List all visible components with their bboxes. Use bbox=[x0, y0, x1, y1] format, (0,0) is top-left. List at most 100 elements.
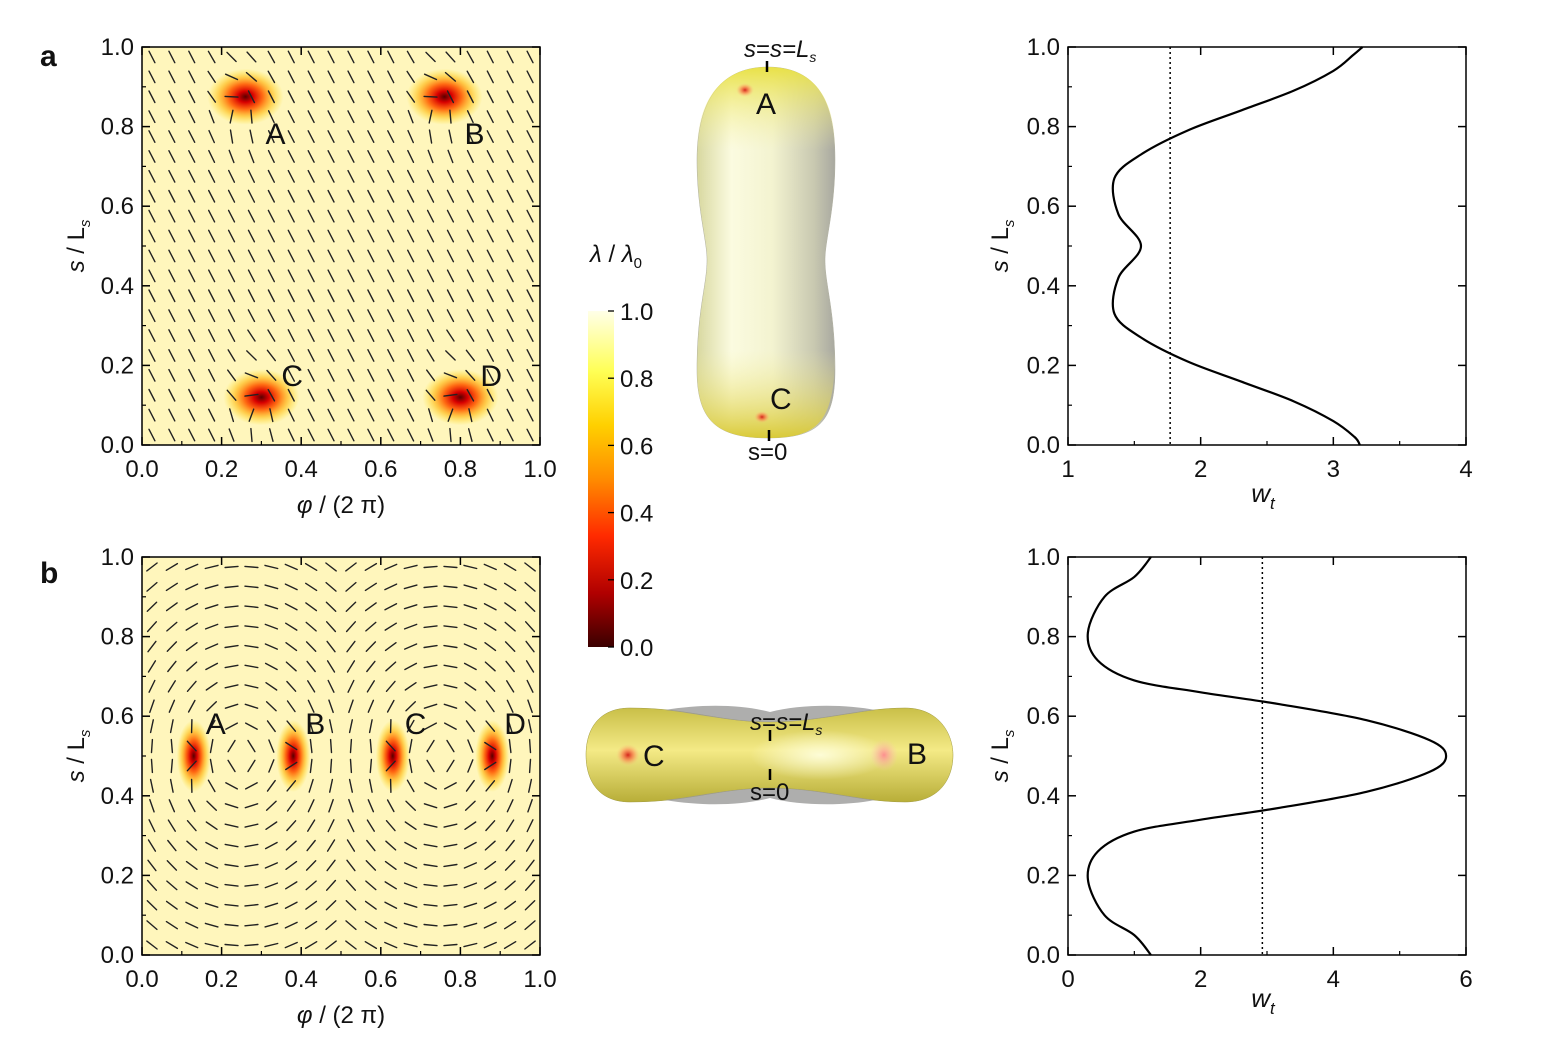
director-segment bbox=[446, 329, 455, 342]
director-segment bbox=[404, 821, 417, 830]
director-segment bbox=[506, 50, 514, 64]
director-segment bbox=[227, 209, 236, 223]
director-segment bbox=[146, 940, 158, 950]
axis-ticks-b: 0.0 0.2 0.4 0.6 0.8 1.0 0.0 0.2 0.4 0.6 0.8 1.0 bbox=[101, 544, 557, 993]
defect-label-b-C: C bbox=[405, 708, 427, 741]
director-segment bbox=[148, 368, 156, 382]
width-plot-b: 0 2 4 6 0.0 0.2 0.4 0.6 0.8 1.0 wt s / Ls bbox=[987, 544, 1473, 1018]
director-segment bbox=[486, 408, 494, 422]
director-segment bbox=[168, 149, 176, 163]
director-segment bbox=[387, 329, 395, 342]
director-segment bbox=[369, 738, 373, 754]
director-segment bbox=[227, 229, 236, 243]
director-segment bbox=[227, 249, 236, 263]
director-segment bbox=[307, 349, 315, 362]
director-segment bbox=[185, 901, 199, 909]
director-segment bbox=[486, 209, 494, 223]
director-segment bbox=[264, 564, 279, 570]
director-segment bbox=[244, 585, 259, 589]
director-segment bbox=[506, 169, 514, 183]
director-segment bbox=[486, 169, 494, 183]
defect-label-a-B: B bbox=[464, 118, 484, 151]
director-segment bbox=[327, 309, 335, 323]
director-segment bbox=[524, 900, 536, 911]
director-segment bbox=[247, 189, 256, 203]
director-field-plot-a: 0.0 0.2 0.4 0.6 0.8 1.0 0.0 0.2 0.4 0.6 0.8 1.0 A B C… bbox=[63, 34, 557, 519]
director-segment bbox=[306, 660, 316, 673]
director-segment bbox=[386, 699, 395, 713]
director-segment bbox=[524, 920, 536, 931]
director-segment bbox=[367, 329, 375, 342]
director-segment bbox=[188, 289, 196, 303]
director-segment bbox=[387, 269, 395, 283]
director-segment bbox=[403, 882, 418, 889]
director-segment bbox=[244, 903, 259, 907]
director-segment bbox=[467, 739, 474, 753]
director-segment bbox=[443, 903, 458, 907]
director-segment bbox=[506, 349, 514, 362]
director-segment bbox=[504, 582, 517, 592]
director-segment bbox=[287, 229, 295, 243]
director-segment bbox=[367, 110, 375, 124]
director-segment bbox=[146, 920, 158, 931]
width-b-xtick-label-2: 4 bbox=[1327, 966, 1340, 993]
director-segment bbox=[170, 758, 174, 774]
director-segment bbox=[167, 680, 177, 693]
director-segment bbox=[307, 209, 315, 223]
director-segment bbox=[188, 149, 196, 163]
director-segment bbox=[285, 860, 298, 870]
director-segment bbox=[209, 758, 214, 774]
director-segment bbox=[384, 642, 397, 652]
director-segment bbox=[185, 563, 199, 571]
director-segment bbox=[366, 839, 376, 852]
director-segment bbox=[524, 562, 536, 572]
director-segment bbox=[345, 601, 357, 612]
director-segment bbox=[168, 50, 176, 64]
director-segment bbox=[207, 329, 216, 342]
director-segment bbox=[327, 249, 335, 263]
director-segment bbox=[486, 110, 494, 124]
director-segment bbox=[387, 408, 395, 422]
director-segment bbox=[463, 604, 478, 610]
director-segment bbox=[207, 349, 216, 362]
director-segment bbox=[507, 778, 513, 793]
director-segment bbox=[267, 90, 275, 104]
director-segment bbox=[327, 408, 335, 422]
director-segment bbox=[506, 428, 514, 442]
width-b-xtick-label-0: 0 bbox=[1061, 966, 1074, 993]
director-segment bbox=[287, 209, 295, 223]
director-segment bbox=[526, 149, 534, 163]
director-segment bbox=[423, 585, 438, 589]
director-segment bbox=[527, 699, 533, 714]
director-segment bbox=[227, 269, 236, 283]
director-segment bbox=[167, 819, 177, 832]
director-segment bbox=[346, 839, 356, 852]
director-segment bbox=[508, 738, 512, 754]
director-segment bbox=[146, 621, 158, 633]
field-a-xtick-label-0: 0.0 bbox=[125, 456, 158, 483]
director-segment bbox=[267, 129, 275, 144]
director-segment bbox=[504, 860, 516, 871]
director-segment bbox=[405, 701, 416, 712]
director-segment bbox=[148, 819, 156, 833]
director-segment bbox=[464, 701, 476, 712]
director-segment bbox=[483, 603, 497, 611]
director-segment bbox=[486, 269, 494, 283]
director-segment bbox=[407, 249, 415, 263]
director-segment bbox=[446, 249, 455, 263]
director-segment bbox=[149, 778, 155, 793]
director-segment bbox=[188, 249, 196, 263]
director-segment bbox=[305, 880, 317, 891]
director-segment bbox=[327, 90, 335, 104]
defect-spot-a-D bbox=[422, 369, 499, 426]
x-axis-label-a: φ / (2 π) bbox=[297, 492, 385, 519]
director-segment bbox=[504, 621, 516, 632]
director-segment bbox=[525, 859, 535, 872]
director-segment bbox=[483, 921, 497, 929]
director-segment bbox=[267, 388, 276, 402]
director-segment bbox=[424, 722, 437, 730]
director-segment bbox=[228, 149, 235, 164]
width-plot-frame-a bbox=[1067, 46, 1467, 446]
shape-defect-label-a-A: A bbox=[756, 88, 776, 121]
director-segment bbox=[384, 921, 398, 929]
